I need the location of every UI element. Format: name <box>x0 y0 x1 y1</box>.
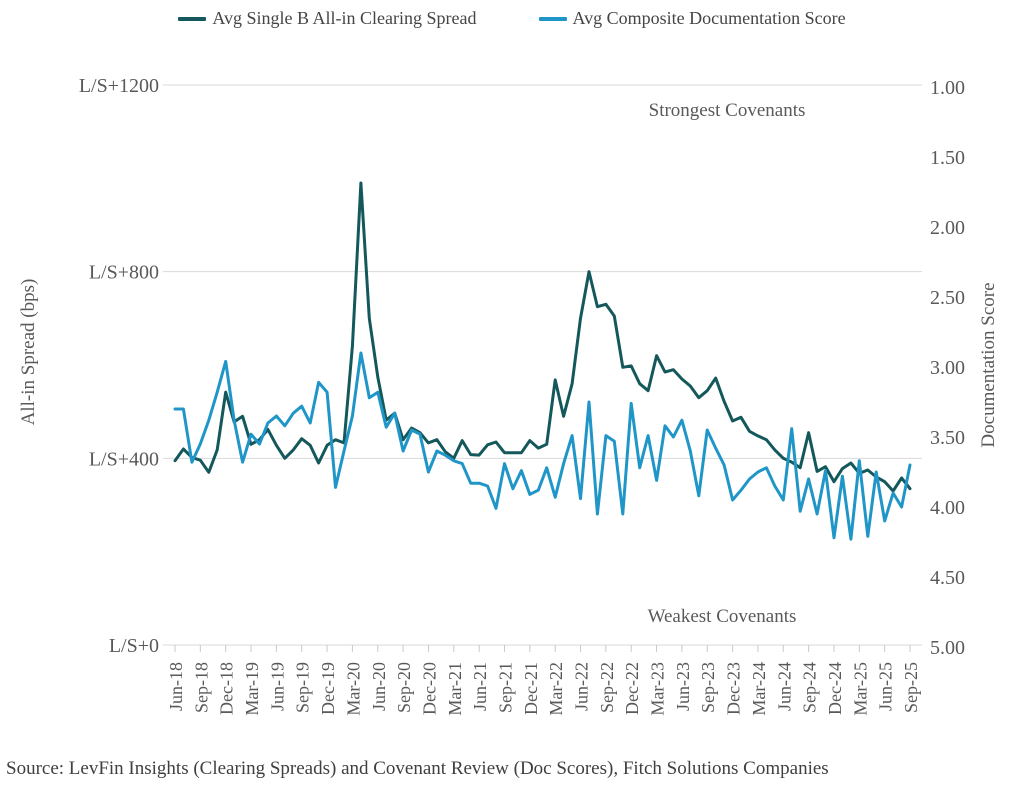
x-axis-tick-label: Jun-24 <box>774 662 794 711</box>
legend-item-doc-score: Avg Composite Documentation Score <box>538 8 846 29</box>
x-axis-tick-label: Sep-24 <box>800 662 820 713</box>
x-axis-tick-label: Dec-20 <box>419 662 439 715</box>
x-axis-tick-label: Mar-25 <box>850 662 870 716</box>
x-axis-tick-label: Dec-21 <box>521 662 541 715</box>
x-axis-tick-label: Dec-23 <box>724 662 744 715</box>
x-axis-tick-label: Sep-22 <box>597 662 617 713</box>
left-axis-tick-label: L/S+1200 <box>79 75 159 97</box>
x-axis-tick-label: Sep-25 <box>901 662 921 713</box>
x-axis-tick-label: Mar-23 <box>648 662 668 716</box>
annotation-weakest-covenants: Weakest Covenants <box>647 606 797 627</box>
left-axis-tick-label: L/S+400 <box>89 448 159 470</box>
legend-label-clearing-spread: Avg Single B All-in Clearing Spread <box>212 8 477 28</box>
x-axis-tick-label: Mar-19 <box>242 662 262 716</box>
series-line-1 <box>173 351 912 541</box>
right-axis-tick-label: 1.00 <box>930 77 965 99</box>
legend: Avg Single B All-in Clearing Spread Avg … <box>0 8 1024 29</box>
right-axis-tick-label: 3.50 <box>930 427 965 449</box>
x-axis-tick-label: Jun-18 <box>166 662 186 711</box>
right-axis-tick-label: 4.50 <box>930 567 965 589</box>
x-axis-tick-label: Jun-21 <box>470 662 490 711</box>
x-axis-tick-label: Dec-19 <box>318 662 338 715</box>
left-axis-tick-label: L/S+0 <box>109 635 159 657</box>
x-axis-tick-label: Dec-24 <box>825 662 845 715</box>
source-note: Source: LevFin Insights (Clearing Spread… <box>6 758 829 779</box>
right-axis-tick-label: 5.00 <box>930 637 965 659</box>
legend-item-clearing-spread: Avg Single B All-in Clearing Spread <box>178 8 477 29</box>
x-axis-tick-label: Jun-20 <box>369 662 389 711</box>
x-axis-tick-label: Sep-18 <box>191 662 211 713</box>
right-axis-tick-label: 2.50 <box>930 287 965 309</box>
right-axis-tick-label: 1.50 <box>930 147 965 169</box>
x-axis-tick-label: Mar-24 <box>749 662 769 716</box>
x-axis-tick-label: Sep-19 <box>293 662 313 713</box>
x-axis-tick-label: Mar-21 <box>445 662 465 716</box>
plot-area: L/S+1200 L/S+800 L/S+400 L/S+0 1.00 1.50 2.00 2… <box>79 75 965 716</box>
x-axis-tick-label: Mar-22 <box>546 662 566 716</box>
x-axis-tick-label: Mar-20 <box>343 662 363 716</box>
x-axis-tick-label: Jun-25 <box>876 662 896 711</box>
x-axis-tick-label: Sep-20 <box>394 662 414 713</box>
legend-label-doc-score: Avg Composite Documentation Score <box>572 8 846 28</box>
series-line-0 <box>173 181 912 493</box>
legend-swatch-doc-score <box>538 16 567 21</box>
x-axis-tick-label: Jun-19 <box>267 662 287 711</box>
x-axis-tick-label: Dec-22 <box>622 662 642 715</box>
annotation-strongest-covenants: Strongest Covenants <box>648 100 806 121</box>
left-axis-tick-label: L/S+800 <box>89 262 159 284</box>
x-axis-tick-label: Jun-23 <box>673 662 693 711</box>
right-axis-tick-label: 2.00 <box>930 217 965 239</box>
x-axis-tick-label: Jun-22 <box>572 662 592 711</box>
x-axis-tick-label: Sep-21 <box>495 662 515 713</box>
x-axis-tick-label: Sep-23 <box>698 662 718 713</box>
right-axis-tick-label: 4.00 <box>930 497 965 519</box>
right-axis-tick-label: 3.00 <box>930 357 965 379</box>
x-axis-tick-label: Dec-18 <box>217 662 237 715</box>
legend-swatch-clearing-spread <box>178 16 207 21</box>
